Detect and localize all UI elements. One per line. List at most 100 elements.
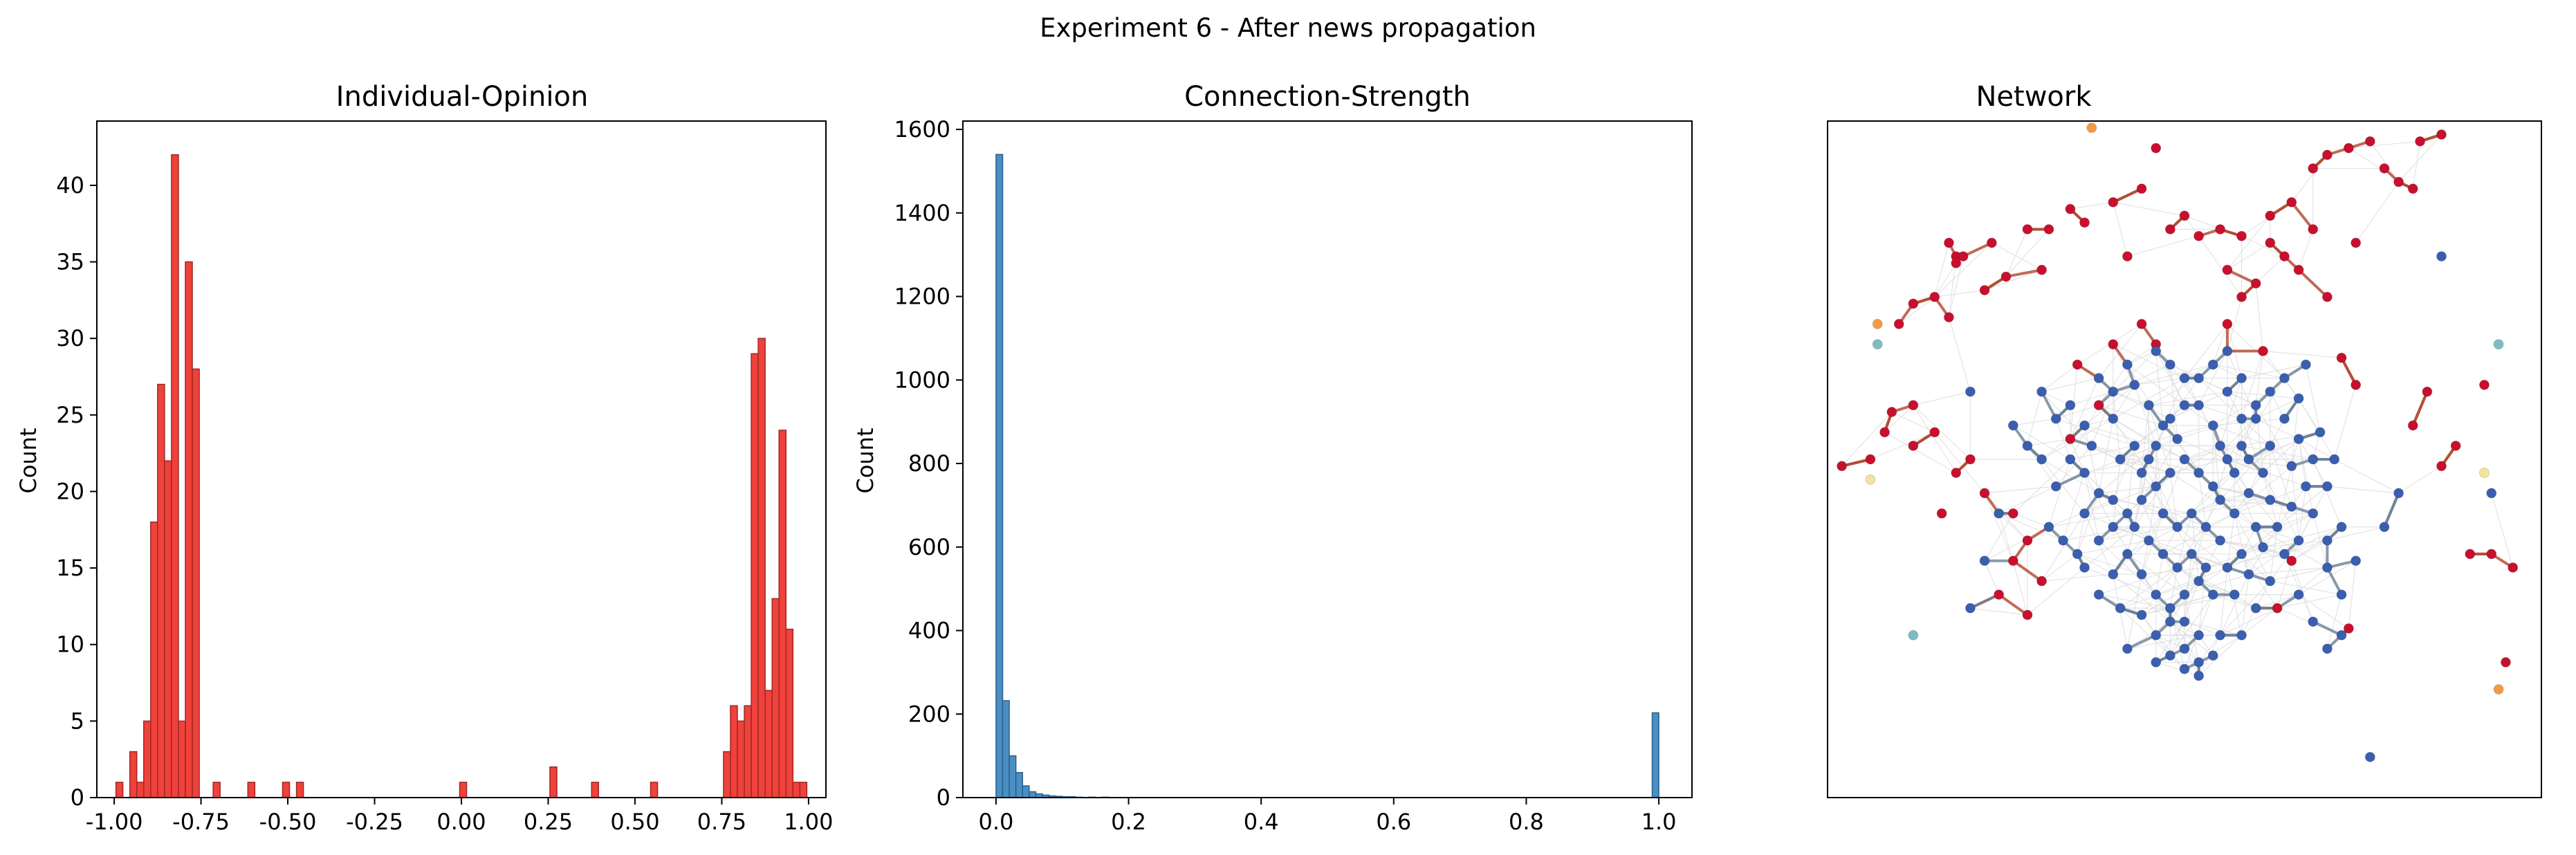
network-node-blue: [2164, 616, 2175, 627]
network-node-blue: [2200, 562, 2211, 573]
network-node-red: [2265, 210, 2276, 221]
network-edge: [2083, 472, 2114, 528]
strength-ytick-label: 1200: [894, 284, 950, 310]
network-node-red: [2108, 196, 2119, 208]
network-edge: [2127, 364, 2185, 406]
strength-bar: [1029, 791, 1037, 798]
network-edge: [2234, 513, 2271, 582]
network-node-blue: [2179, 400, 2190, 411]
network-edge: [2241, 513, 2314, 555]
network-edge: [2177, 526, 2228, 568]
network-edge: [1984, 513, 2014, 562]
network-edge: [1984, 493, 2014, 561]
network-edge: [2169, 365, 2178, 439]
network-edge: [2312, 513, 2328, 568]
panel-individual-opinion: Individual-Opinion Count -1.00 -0.75 -0.50…: [15, 81, 834, 835]
network-node-blue: [2200, 522, 2211, 533]
network-node-red: [1979, 285, 1990, 295]
opinion-xtick-label: -0.50: [259, 809, 317, 835]
network-node-red: [1965, 454, 1976, 465]
opinion-bar: [549, 766, 558, 798]
network-edge: [2083, 425, 2099, 494]
network-edge: [2291, 466, 2299, 541]
network-node-teal: [1872, 339, 1883, 350]
network-edge: [1984, 560, 2000, 595]
network-edge: [2398, 466, 2442, 494]
network-edge: [2134, 364, 2214, 386]
network-edge: [2070, 201, 2113, 210]
network-edge: [1841, 412, 1893, 467]
network-node-blue: [2108, 413, 2119, 424]
network-edge: [2298, 439, 2335, 460]
opinion-bar: [157, 383, 165, 798]
network-node-red: [2222, 264, 2233, 275]
network-node-blue: [2129, 522, 2140, 533]
network-node-blue: [2193, 468, 2205, 479]
network-edge: [2127, 344, 2157, 365]
network-node-blue: [2321, 481, 2333, 492]
opinion-xtick-label: 0.00: [436, 809, 486, 835]
network-node-blue: [2286, 461, 2297, 472]
network-node-blue: [2108, 495, 2119, 506]
network-node-blue: [2158, 508, 2169, 519]
network-node-blue: [2093, 373, 2104, 384]
network-node-blue: [2115, 454, 2126, 465]
network-node-red: [1865, 454, 1876, 465]
network-edge: [2113, 392, 2121, 460]
network-node-blue: [2108, 569, 2119, 580]
network-edge: [2213, 425, 2271, 447]
opinion-ytick-label: 10: [56, 632, 84, 658]
network-edge: [2113, 418, 2185, 460]
network-edge: [2155, 378, 2185, 446]
opinion-ytick-label: 40: [56, 172, 84, 199]
network-edge: [2241, 351, 2264, 419]
opinion-bar: [792, 782, 801, 798]
network-edge: [2212, 391, 2271, 426]
network-node-red: [1986, 237, 1997, 248]
network-strong-edge: [2227, 268, 2257, 285]
opinion-bar: [744, 705, 752, 798]
network-node-blue: [2065, 454, 2076, 465]
network-node-blue: [2007, 420, 2018, 431]
network-edge: [1998, 513, 2014, 561]
network-edge: [1934, 242, 1992, 297]
network-node-blue: [2122, 549, 2133, 560]
network-node-blue: [2329, 454, 2340, 465]
network-node-blue: [2286, 501, 2297, 512]
network-strong-edge: [1841, 458, 1871, 468]
network-strong-edge: [2005, 268, 2042, 278]
network-edge: [2227, 391, 2243, 419]
network-node-blue: [2093, 589, 2104, 600]
network-node-red: [2022, 223, 2033, 235]
network-node-blue: [2215, 629, 2226, 641]
network-edge: [2369, 140, 2400, 183]
network-edge: [2184, 526, 2207, 595]
network-node-red: [2265, 237, 2276, 248]
network-node-blue: [2308, 616, 2319, 627]
network-edge: [2184, 567, 2228, 596]
strength-ytick-label: 1400: [894, 200, 950, 226]
network-edge: [2170, 364, 2199, 379]
network-node-blue: [2236, 629, 2247, 641]
network-edge: [2141, 567, 2178, 616]
network-edge: [2191, 553, 2228, 569]
network-node-blue: [2136, 468, 2147, 479]
network-node-blue: [2122, 643, 2133, 654]
strength-xticks: 0.0 0.2 0.4 0.6 0.8 1.0: [978, 798, 1677, 835]
network-node-red: [2136, 318, 2147, 329]
network-edge: [2305, 364, 2321, 433]
network-edge: [2091, 391, 2114, 446]
network-edge: [2113, 499, 2192, 514]
network-edge: [2298, 594, 2349, 629]
network-edge: [2298, 513, 2314, 541]
network-edge: [2013, 513, 2050, 528]
network-strong-edge: [2411, 391, 2429, 426]
network-node-orange: [2086, 122, 2097, 134]
network-node-blue: [2079, 562, 2090, 573]
network-edge: [2098, 540, 2157, 596]
network-edge: [1948, 256, 1964, 318]
network-edge: [2220, 493, 2250, 501]
network-node-red: [2321, 291, 2333, 302]
network-node-blue: [2215, 440, 2226, 451]
network-edge: [1898, 296, 1935, 324]
